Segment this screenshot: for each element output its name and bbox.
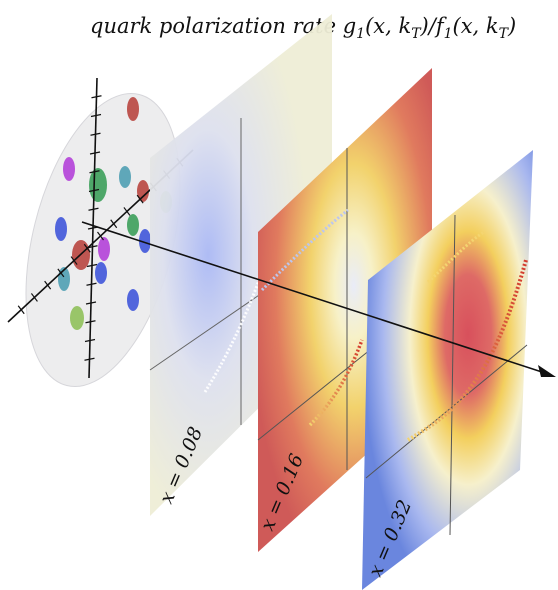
parton-dot bbox=[127, 97, 139, 121]
parton-dot bbox=[89, 168, 107, 202]
axis-tick bbox=[57, 268, 65, 278]
axis-tick bbox=[86, 282, 97, 286]
axis-tick bbox=[17, 305, 25, 315]
axis-tick bbox=[89, 170, 100, 174]
axis-tick bbox=[110, 219, 118, 229]
parton-dot bbox=[119, 166, 131, 188]
longitudinal-axis bbox=[81, 221, 556, 377]
axis-tick bbox=[97, 231, 104, 241]
diagram-title: quark polarization rate g1(x, kT)/f1(x, … bbox=[90, 14, 516, 42]
axis-tick bbox=[84, 338, 96, 343]
axis-tick bbox=[90, 113, 102, 118]
axis-tick bbox=[83, 243, 91, 253]
panel-x-0.32 bbox=[362, 150, 533, 590]
parton-dot bbox=[127, 214, 139, 236]
axis-tick bbox=[87, 245, 98, 249]
axis-tick bbox=[85, 320, 96, 324]
parton-dot bbox=[63, 157, 75, 181]
axis-tick bbox=[88, 207, 99, 211]
axis-tick bbox=[84, 357, 95, 361]
parton-dots bbox=[55, 97, 172, 330]
axis-tick bbox=[89, 151, 101, 155]
parton-dot bbox=[127, 289, 139, 311]
parton-dot bbox=[95, 262, 107, 284]
axis-tick bbox=[44, 280, 52, 290]
axis-tick bbox=[88, 188, 100, 193]
axis-tick bbox=[86, 263, 98, 268]
parton-dot bbox=[137, 180, 149, 202]
axis-tick bbox=[136, 194, 144, 204]
axis-tick bbox=[123, 207, 131, 216]
axis-tick bbox=[85, 301, 97, 305]
parton-dot bbox=[70, 306, 84, 330]
axis-tick bbox=[70, 256, 78, 265]
axis-tick bbox=[91, 95, 102, 99]
parton-dot bbox=[98, 237, 110, 261]
parton-dot bbox=[55, 217, 67, 241]
axis-tick bbox=[30, 293, 38, 302]
axis-tick bbox=[90, 132, 101, 136]
parton-dot bbox=[139, 229, 151, 253]
